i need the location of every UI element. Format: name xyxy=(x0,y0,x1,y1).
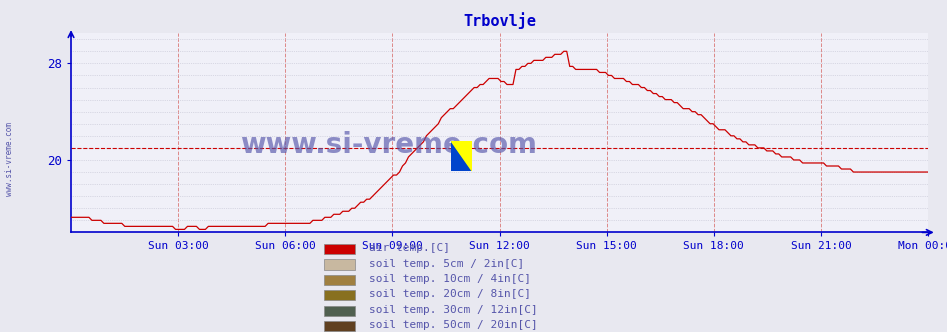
Bar xyxy=(324,260,355,270)
Polygon shape xyxy=(451,141,472,171)
Text: soil temp. 50cm / 20in[C]: soil temp. 50cm / 20in[C] xyxy=(369,320,538,330)
Bar xyxy=(324,290,355,300)
Bar xyxy=(324,244,355,254)
Title: Trbovlje: Trbovlje xyxy=(463,12,536,29)
Bar xyxy=(324,305,355,316)
Text: www.si-vreme.com: www.si-vreme.com xyxy=(5,123,14,196)
Text: soil temp. 20cm / 8in[C]: soil temp. 20cm / 8in[C] xyxy=(369,290,531,299)
Bar xyxy=(324,275,355,285)
Polygon shape xyxy=(451,141,472,171)
Text: soil temp. 30cm / 12in[C]: soil temp. 30cm / 12in[C] xyxy=(369,305,538,315)
Text: soil temp. 10cm / 4in[C]: soil temp. 10cm / 4in[C] xyxy=(369,274,531,284)
Text: soil temp. 5cm / 2in[C]: soil temp. 5cm / 2in[C] xyxy=(369,259,525,269)
Text: www.si-vreme.com: www.si-vreme.com xyxy=(240,131,537,159)
Text: air temp.[C]: air temp.[C] xyxy=(369,243,451,253)
Bar xyxy=(324,321,355,331)
